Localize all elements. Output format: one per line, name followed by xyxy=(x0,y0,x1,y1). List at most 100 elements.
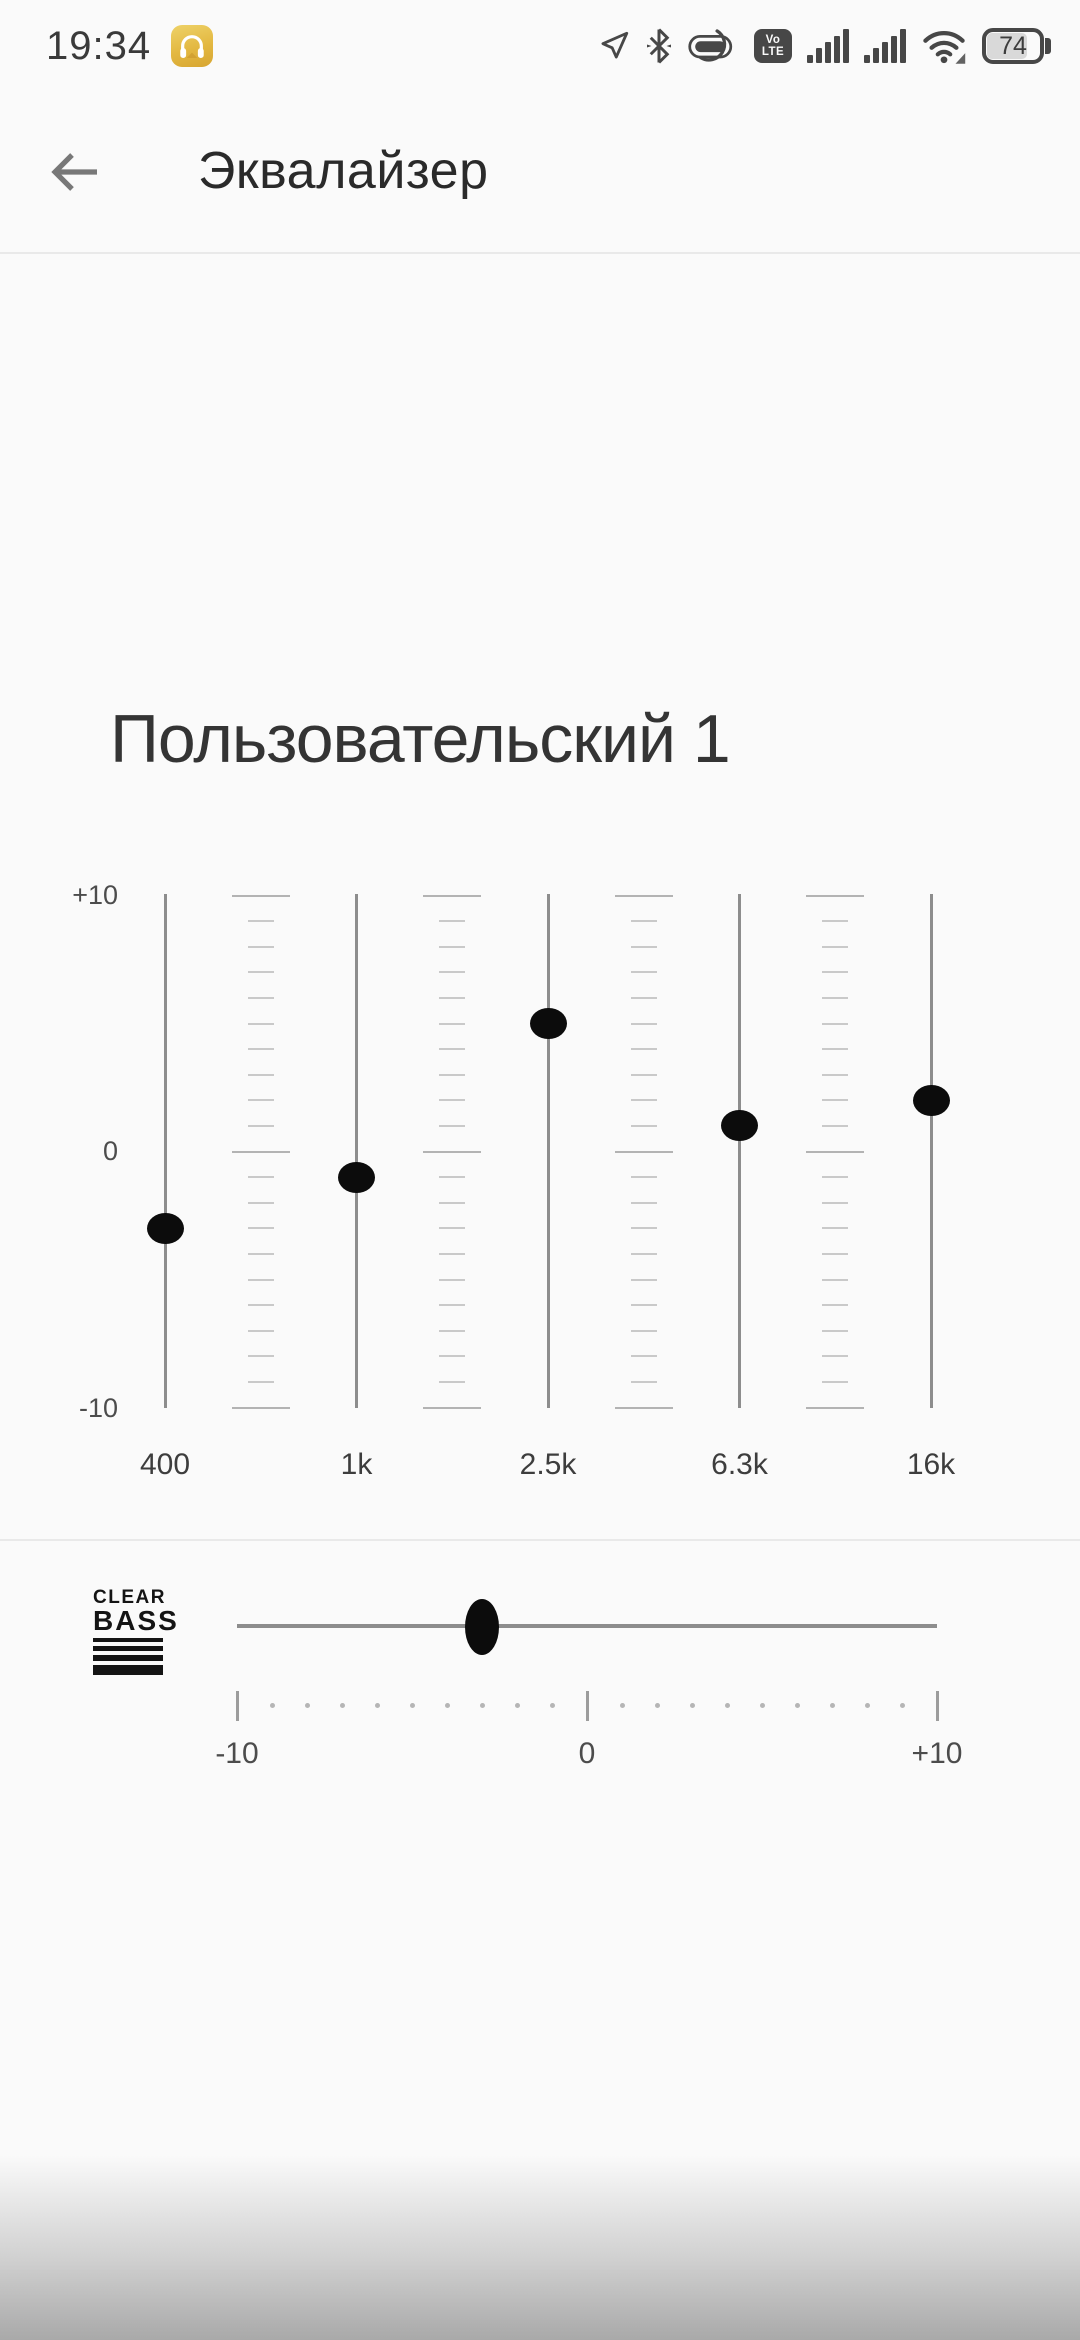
eq-slider-knob-400[interactable] xyxy=(146,1212,184,1244)
eq-tick-minor xyxy=(439,1176,466,1179)
status-bar-left: 19:34 xyxy=(46,0,214,92)
bottom-navigation-scrim xyxy=(0,2155,1080,2340)
eq-scale-label-top: +10 xyxy=(72,880,118,910)
eq-tick-minor xyxy=(822,1022,849,1025)
wifi-icon xyxy=(923,31,966,64)
eq-tick-major xyxy=(423,894,482,897)
eq-band-label-16k: 16k xyxy=(906,1448,956,1481)
eq-tick-minor xyxy=(439,1227,466,1230)
volte-top-label: Vo xyxy=(765,33,781,46)
section-divider xyxy=(0,1539,1080,1541)
eq-tick-minor xyxy=(439,920,466,923)
clear-bass-tick-dot xyxy=(339,1703,345,1708)
eq-tick-major xyxy=(231,894,290,897)
volte-bottom-label: LTE xyxy=(761,46,785,58)
clear-bass-tick-dot xyxy=(549,1703,555,1708)
preset-name: Пользовательский 1 xyxy=(110,701,731,777)
eq-tick-minor xyxy=(247,1355,274,1358)
eq-tick-major xyxy=(614,1406,673,1409)
eq-slider-track-400[interactable] xyxy=(163,894,167,1408)
clear-bass-tick-dot xyxy=(269,1703,275,1708)
eq-tick-minor xyxy=(630,1176,657,1179)
eq-tick-minor xyxy=(822,1201,849,1204)
eq-tick-minor xyxy=(247,1073,274,1076)
eq-tick-minor xyxy=(439,1073,466,1076)
clear-bass-tick-dot xyxy=(794,1703,800,1708)
eq-tick-minor xyxy=(439,1252,466,1255)
eq-tick-minor xyxy=(247,1252,274,1255)
app-bar: Эквалайзер xyxy=(0,92,1080,254)
eq-tick-minor xyxy=(247,1048,274,1051)
eq-slider-track-16k[interactable] xyxy=(929,894,933,1408)
eq-tick-minor xyxy=(822,1227,849,1230)
clear-bass-slider-track[interactable] xyxy=(237,1624,937,1628)
eq-tick-minor xyxy=(439,971,466,974)
eq-tick-major xyxy=(806,1150,865,1153)
eq-tick-minor xyxy=(247,1099,274,1102)
clear-bass-tick-dot xyxy=(829,1703,835,1708)
clear-bass-label-min: -10 xyxy=(215,1737,259,1770)
eq-tick-major xyxy=(614,894,673,897)
page-title: Эквалайзер xyxy=(198,141,489,200)
signal-sim2-icon xyxy=(864,29,906,63)
clear-bass-logo-line1: CLEAR xyxy=(93,1587,166,1608)
eq-tick-minor xyxy=(247,945,274,948)
eq-tick-major xyxy=(806,894,865,897)
battery-fill xyxy=(987,33,1027,59)
battery-percent: 74 xyxy=(999,31,1027,60)
headphones-glyph xyxy=(180,35,204,58)
eq-slider-track-1k[interactable] xyxy=(355,894,358,1408)
clear-bass-tick-dot xyxy=(864,1703,870,1708)
eq-slider-track-2.5k[interactable] xyxy=(546,894,550,1408)
eq-tick-minor xyxy=(822,1304,849,1307)
eq-tick-minor xyxy=(247,1278,274,1281)
eq-tick-minor xyxy=(822,1380,849,1383)
clock: 19:34 xyxy=(46,23,152,68)
clear-bass-tick-dot xyxy=(759,1703,765,1708)
eq-tick-minor xyxy=(822,996,849,999)
clear-bass-slider-knob[interactable] xyxy=(465,1599,499,1655)
eq-tick-minor xyxy=(439,1278,466,1281)
eq-tick-major xyxy=(614,1150,673,1153)
clear-bass-tick-dot xyxy=(444,1703,450,1708)
eq-tick-minor xyxy=(439,1355,466,1358)
battery-nub xyxy=(1045,38,1051,54)
clear-bass-logo-line2: BASS xyxy=(93,1605,179,1636)
device-pill-icon xyxy=(688,29,733,62)
eq-tick-minor xyxy=(439,945,466,948)
clear-bass-label-max: +10 xyxy=(911,1737,963,1770)
eq-tick-minor xyxy=(439,1048,466,1051)
clear-bass-tick-major xyxy=(935,1691,939,1721)
clear-bass-tick-dot xyxy=(409,1703,415,1708)
eq-tick-minor xyxy=(439,1022,466,1025)
clear-bass-tick-dot xyxy=(689,1703,695,1708)
eq-slider-track-6.3k[interactable] xyxy=(738,894,741,1408)
volte-icon: Vo LTE xyxy=(754,29,792,63)
bluetooth-icon xyxy=(647,28,671,64)
eq-band-label-6.3k: 6.3k xyxy=(711,1448,768,1481)
eq-slider-knob-6.3k[interactable] xyxy=(721,1110,758,1142)
eq-tick-minor xyxy=(630,1201,657,1204)
clear-bass-tick-major xyxy=(585,1691,589,1721)
eq-tick-major xyxy=(423,1406,482,1409)
eq-tick-minor xyxy=(630,1099,657,1102)
battery-icon: 74 xyxy=(982,28,1051,64)
back-arrow-icon xyxy=(51,153,97,191)
location-icon xyxy=(601,31,629,59)
eq-slider-knob-1k[interactable] xyxy=(338,1161,375,1193)
eq-tick-minor xyxy=(247,1227,274,1230)
eq-tick-minor xyxy=(247,1022,274,1025)
eq-scale-label-zero: 0 xyxy=(102,1136,118,1166)
eq-slider-knob-16k[interactable] xyxy=(912,1084,950,1116)
clear-bass-tick-dot xyxy=(619,1703,625,1708)
clear-bass-tick-dot xyxy=(374,1703,380,1708)
eq-tick-minor xyxy=(630,1252,657,1255)
eq-slider-knob-2.5k[interactable] xyxy=(529,1008,567,1039)
eq-tick-minor xyxy=(822,920,849,923)
signal-sim1-icon xyxy=(807,29,849,63)
back-button[interactable] xyxy=(30,127,120,217)
eq-tick-minor xyxy=(630,1278,657,1281)
eq-tick-minor xyxy=(247,1329,274,1332)
clear-bass-tick-dot xyxy=(514,1703,520,1708)
eq-band-label-1k: 1k xyxy=(340,1448,373,1481)
